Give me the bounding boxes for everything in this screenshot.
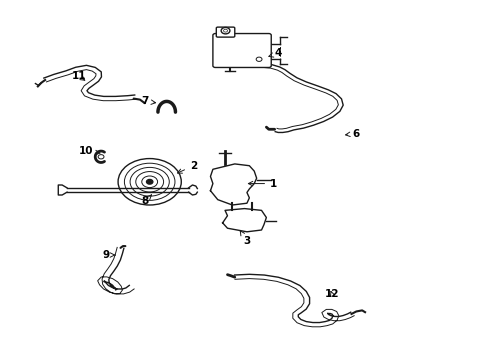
Text: 8: 8 [141,195,151,206]
Circle shape [98,155,104,159]
Text: 1: 1 [248,179,277,189]
Text: 12: 12 [324,289,339,299]
Text: 9: 9 [102,250,115,260]
Circle shape [221,27,229,34]
Text: 2: 2 [177,161,197,173]
Circle shape [146,180,153,184]
Circle shape [256,57,262,62]
Text: 6: 6 [345,129,359,139]
FancyBboxPatch shape [212,33,271,67]
Text: 3: 3 [240,230,250,246]
Text: 11: 11 [72,71,86,81]
FancyBboxPatch shape [216,27,234,37]
Text: 10: 10 [79,147,100,157]
Text: 4: 4 [268,48,282,58]
Text: 5: 5 [224,28,231,39]
Text: 7: 7 [141,96,155,107]
Circle shape [223,29,227,32]
